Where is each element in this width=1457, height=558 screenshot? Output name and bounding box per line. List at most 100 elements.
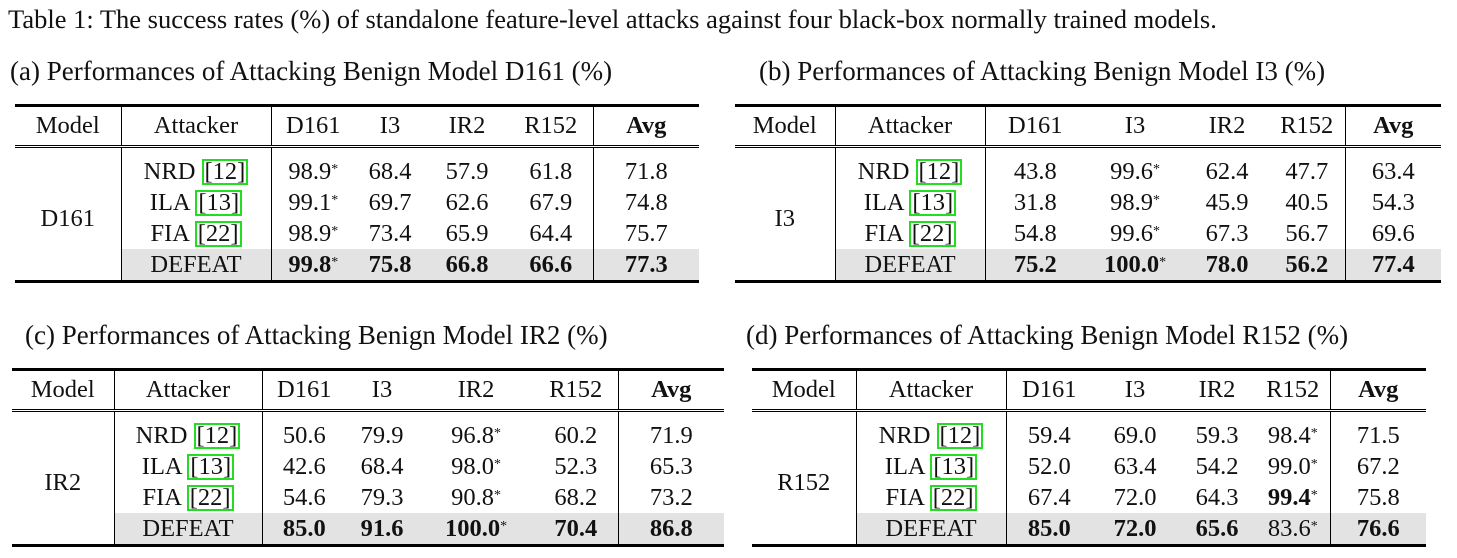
header-avg: Avg xyxy=(1373,112,1414,139)
cell-r152: 67.9 xyxy=(509,187,594,218)
cell-ir2: 54.2 xyxy=(1195,453,1239,480)
cell-r152: 68.2 xyxy=(534,482,619,513)
header-ir2: IR2 xyxy=(457,376,495,403)
cell-r152: 99.4* xyxy=(1256,482,1331,513)
table-row: ILA [13] 42.6 68.4 98.0* 52.3 65.3 xyxy=(12,451,724,482)
header-i3: I3 xyxy=(1124,376,1146,403)
cell-r152: 56.7 xyxy=(1269,218,1346,249)
avg-cell: 77.4 xyxy=(1345,249,1441,282)
table-caption: Table 1: The success rates (%) of standa… xyxy=(8,4,1217,34)
attacker-name: FIA [22] xyxy=(856,482,1007,513)
cell-r152: 64.4 xyxy=(509,218,594,249)
cell-r152: 61.8 xyxy=(509,146,594,187)
cell-ir2: 66.8 xyxy=(425,249,509,282)
cell-i3: 100.0* xyxy=(1085,249,1185,282)
header-r152: R152 xyxy=(1269,105,1346,147)
header-attacker: Attacker xyxy=(835,105,986,147)
cell-d161: 85.0 xyxy=(262,513,346,546)
cell-i3: 73.4 xyxy=(368,220,412,247)
cell-i3: 79.9 xyxy=(360,422,404,449)
cell-i3: 72.0 xyxy=(1092,513,1178,546)
attacker-name: DEFEAT xyxy=(835,249,986,282)
header-avg: Avg xyxy=(651,376,692,403)
attacker-label: ILA xyxy=(863,189,904,216)
cell-ir2: 65.6 xyxy=(1178,513,1256,546)
citation-link[interactable]: [22] xyxy=(929,485,977,511)
avg-cell: 75.7 xyxy=(624,220,668,247)
citation-link[interactable]: [13] xyxy=(909,190,957,216)
results-table-r152: Model Attacker D161 I3 IR2 R152 Avg R152 NRD [12… xyxy=(752,368,1426,547)
attacker-name: NRD [12] xyxy=(835,146,986,187)
avg-cell: 67.2 xyxy=(1356,453,1400,480)
cell-ir2: 57.9 xyxy=(445,158,489,185)
citation-link[interactable]: [22] xyxy=(908,221,956,247)
cell-ir2: 64.3 xyxy=(1195,484,1239,511)
avg-cell: 71.8 xyxy=(624,158,668,185)
cell-r152: 99.0* xyxy=(1256,451,1331,482)
table-row: ILA [13] 52.0 63.4 54.2 99.0* 67.2 xyxy=(752,451,1426,482)
cell-r152: 83.6* xyxy=(1256,513,1331,546)
avg-cell: 71.9 xyxy=(649,422,693,449)
citation-link[interactable]: [22] xyxy=(194,221,242,247)
table-title-1: (b) Performances of Attacking Benign Mod… xyxy=(759,56,1326,86)
attacker-name: NRD [12] xyxy=(114,410,263,451)
header-d161: D161 xyxy=(1008,112,1063,139)
cell-d161: 98.9* xyxy=(288,220,339,247)
header-model: Model xyxy=(735,105,836,147)
cell-i3: 99.6* xyxy=(1110,158,1160,185)
attacker-label: FIA xyxy=(150,220,189,247)
avg-cell: 54.3 xyxy=(1371,189,1415,216)
table-title-2: (c) Performances of Attacking Benign Mod… xyxy=(25,320,608,350)
attacker-label: FIA xyxy=(885,484,924,511)
attacker-name: ILA [13] xyxy=(835,187,986,218)
cell-r152: 98.4* xyxy=(1256,410,1331,451)
avg-cell: 63.4 xyxy=(1371,158,1415,185)
table-row: I3 NRD [12] 43.8 99.6* 62.4 47.7 63.4 xyxy=(735,146,1441,282)
header-r152: R152 xyxy=(1256,369,1331,411)
cell-ir2: 98.0* xyxy=(451,453,501,480)
model-name: I3 xyxy=(735,146,836,282)
cell-i3: 91.6 xyxy=(346,513,418,546)
cell-i3: 72.0 xyxy=(1113,484,1157,511)
citation-link[interactable]: [12] xyxy=(915,159,963,185)
cell-d161: 59.4 xyxy=(1027,422,1071,449)
cell-ir2: 59.3 xyxy=(1195,422,1239,449)
avg-cell: 69.6 xyxy=(1371,220,1415,247)
table-row: D161 NRD [12] 98.9* 68.4 57.9 61.8 71.8 xyxy=(15,146,699,282)
cell-r152: 52.3 xyxy=(534,451,619,482)
citation-link[interactable]: [12] xyxy=(193,423,241,449)
cell-d161: 42.6 xyxy=(282,453,326,480)
header-attacker: Attacker xyxy=(856,369,1007,411)
model-name: D161 xyxy=(15,146,122,282)
header-i3: I3 xyxy=(379,112,401,139)
avg-cell: 71.5 xyxy=(1356,422,1400,449)
attacker-name: ILA [13] xyxy=(114,451,263,482)
header-ir2: IR2 xyxy=(448,112,486,139)
cell-d161: 99.8* xyxy=(271,249,355,282)
avg-cell: 73.2 xyxy=(649,484,693,511)
citation-link[interactable]: [12] xyxy=(936,423,984,449)
header-model: Model xyxy=(12,369,115,411)
header-ir2: IR2 xyxy=(1198,376,1236,403)
table-title-0: (a) Performances of Attacking Benign Mod… xyxy=(10,56,613,86)
cell-i3: 99.6* xyxy=(1110,220,1160,247)
avg-cell: 76.6 xyxy=(1330,513,1426,546)
header-avg: Avg xyxy=(626,112,667,139)
cell-d161: 52.0 xyxy=(1027,453,1071,480)
table-row: IR2 NRD [12] 50.6 79.9 96.8* 60.2 71.9 xyxy=(12,410,724,546)
attacker-name: ILA [13] xyxy=(856,451,1007,482)
cell-i3: 63.4 xyxy=(1113,453,1157,480)
cell-d161: 31.8 xyxy=(1013,189,1057,216)
table-row: FIA [22] 54.6 79.3 90.8* 68.2 73.2 xyxy=(12,482,724,513)
cell-r152: 47.7 xyxy=(1269,146,1346,187)
avg-cell: 74.8 xyxy=(624,189,668,216)
attacker-label: ILA xyxy=(884,453,925,480)
model-name: IR2 xyxy=(12,410,115,546)
citation-link[interactable]: [13] xyxy=(195,190,243,216)
citation-link[interactable]: [22] xyxy=(186,485,234,511)
citation-link[interactable]: [13] xyxy=(930,454,978,480)
citation-link[interactable]: [12] xyxy=(201,159,249,185)
citation-link[interactable]: [13] xyxy=(187,454,235,480)
attacker-label: ILA xyxy=(141,453,182,480)
attacker-label: NRD xyxy=(878,422,931,449)
